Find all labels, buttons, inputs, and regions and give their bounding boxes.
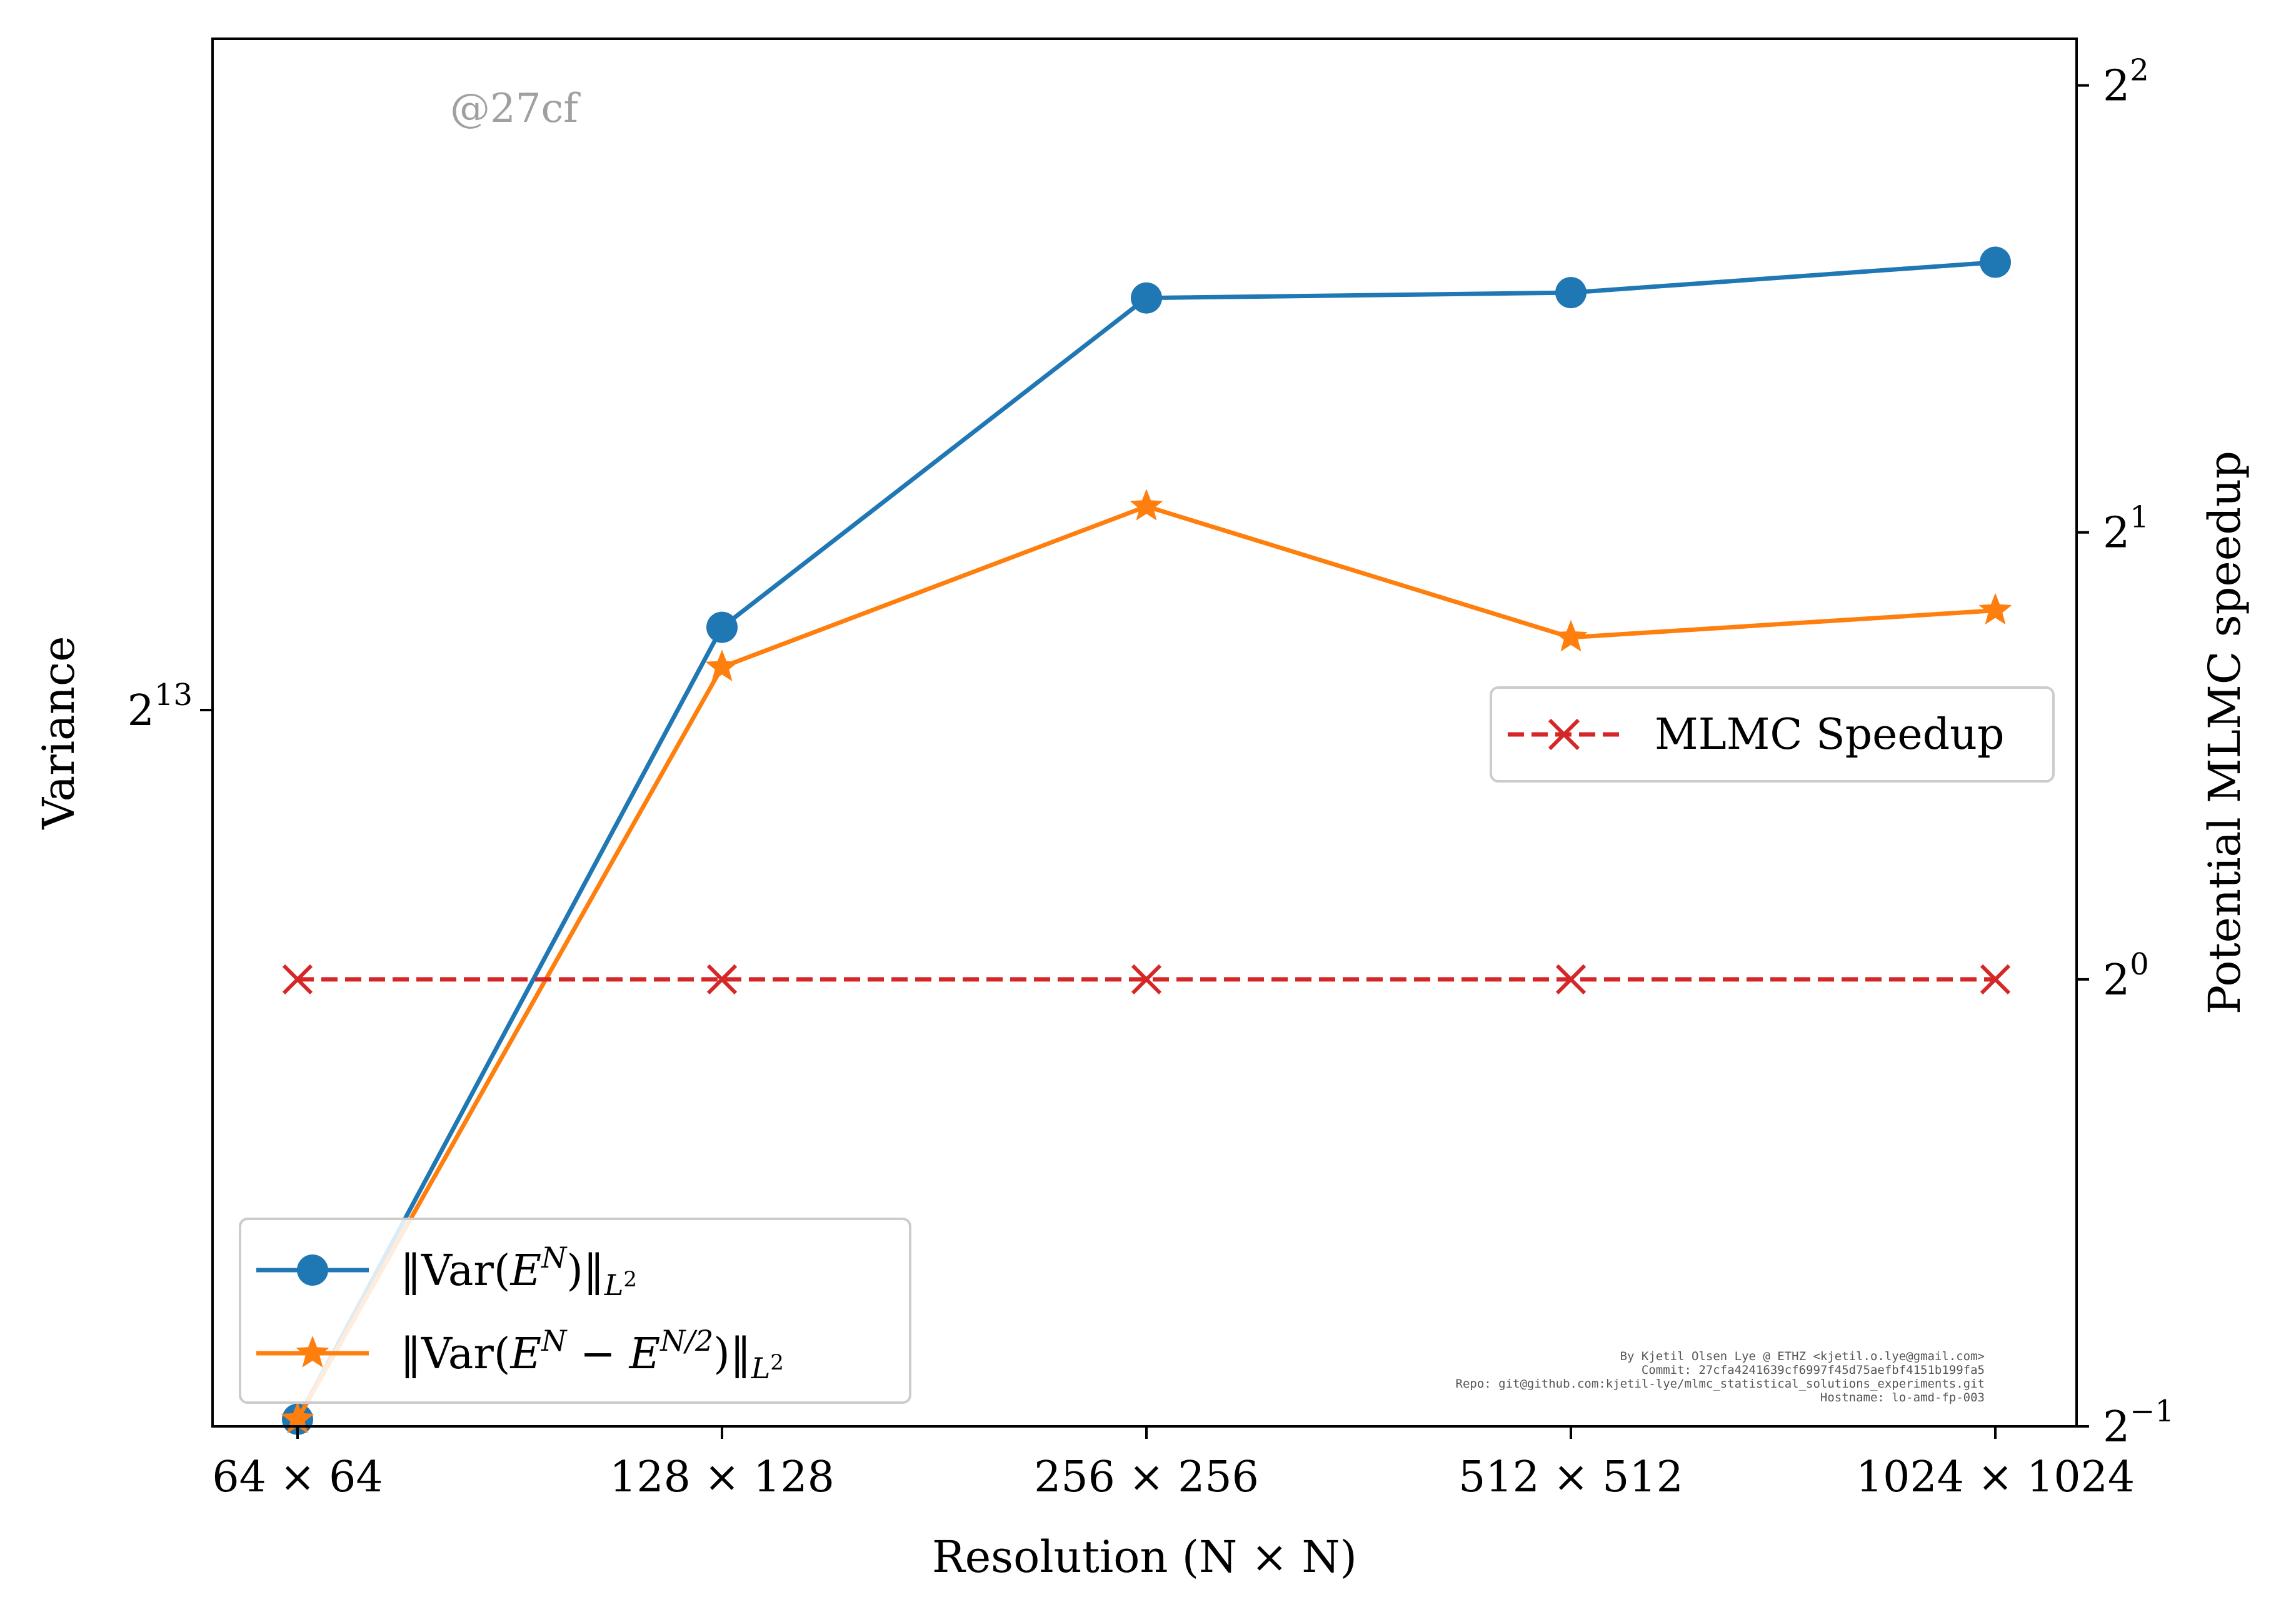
- legend-variance-box: [239, 1218, 911, 1404]
- legend-label-speedup: MLMC Speedup: [1655, 710, 2005, 759]
- x-tick-label: 1024 × 1024: [1856, 1453, 2135, 1502]
- plot-frame: [211, 38, 2078, 1428]
- x-axis: 64 × 64 128 × 128 256 × 256 512 × 512 1024 ×…: [212, 1426, 2135, 1502]
- legend-speedup-box: [1490, 686, 2055, 783]
- legend-entry-var-diff: ‖Var(EN − EN/2)‖L2: [256, 1324, 784, 1385]
- series-1-point: [1130, 489, 1163, 521]
- legend-entry-var-en: ‖Var(EN)‖L2: [256, 1241, 637, 1302]
- series-0-point: [1131, 282, 1162, 314]
- series-1-point: [1554, 619, 1588, 652]
- series-0-point: [1980, 246, 2011, 278]
- credit-author: By Kjetil Olsen Lye @ ETHZ <kjetil.o.lye…: [1620, 1349, 1985, 1363]
- series-2-point: [1131, 964, 1162, 994]
- right-tick-label: 22: [2103, 53, 2149, 111]
- right-tick-exponent: 2: [2130, 53, 2149, 88]
- legend-speedup: MLMC Speedup: [1490, 686, 2055, 783]
- left-tick-exponent: 13: [154, 678, 193, 713]
- credit-repo: Repo: git@github.com:kjetil-lye/mlmc_sta…: [1456, 1377, 1985, 1391]
- series-0-point: [706, 611, 738, 643]
- right-tick-exponent: −1: [2130, 1394, 2174, 1429]
- left-y-axis-label: Variance: [33, 636, 84, 829]
- right-tick-base: 2: [2103, 62, 2130, 111]
- left-tick-base: 2: [128, 686, 154, 736]
- series-1-point: [1978, 593, 2012, 625]
- right-tick-exponent: 0: [2130, 947, 2149, 982]
- x-axis-label: Resolution (N × N): [932, 1531, 1357, 1583]
- legend-label-var-en: ‖Var(EN)‖L2: [400, 1241, 637, 1302]
- series-1-point: [281, 1401, 314, 1434]
- series-2-point: [1980, 964, 2011, 994]
- legend-marker-speedup: [1548, 718, 1580, 751]
- legend-label-var-diff: ‖Var(EN − EN/2)‖L2: [400, 1324, 784, 1385]
- right-tick-base: 2: [2103, 956, 2130, 1005]
- x-tick-label: 256 × 256: [1034, 1453, 1259, 1502]
- right-y-axis-label: Potential MLMC speedup: [2199, 451, 2250, 1014]
- legend-marker-var-en: [297, 1254, 328, 1286]
- right-tick-label: 20: [2103, 947, 2149, 1005]
- left-tick-label: 213: [128, 678, 193, 736]
- legend-variance: ‖Var(EN)‖L2 ‖Var(EN − EN/2)‖L2: [239, 1218, 911, 1404]
- right-tick-exponent: 1: [2130, 500, 2149, 535]
- series-0-point: [1555, 277, 1587, 309]
- right-tick-label: 2−1: [2103, 1394, 2174, 1452]
- x-tick-label: 512 × 512: [1458, 1453, 1683, 1502]
- legend-marker-var-diff: [296, 1336, 329, 1368]
- series-1-point: [705, 649, 739, 681]
- credit-hostname: Hostname: lo-amd-fp-003: [1820, 1391, 1985, 1404]
- right-tick-base: 2: [2103, 509, 2130, 558]
- series-2-point: [1555, 964, 1587, 994]
- left-y-axis: 213: [128, 678, 213, 736]
- x-tick-label: 64 × 64: [212, 1453, 383, 1502]
- right-tick-label: 21: [2103, 500, 2149, 558]
- x-tick-label: 128 × 128: [609, 1453, 835, 1502]
- series-2-point: [282, 964, 313, 994]
- right-tick-base: 2: [2103, 1403, 2130, 1452]
- credit-commit: Commit: 27cfa4241639cf6997f45d75aefbf415…: [1642, 1363, 1985, 1377]
- credits: By Kjetil Olsen Lye @ ETHZ <kjetil.o.lye…: [1456, 1349, 1985, 1404]
- series-2-point: [706, 964, 738, 994]
- watermark: @27cf: [450, 86, 581, 132]
